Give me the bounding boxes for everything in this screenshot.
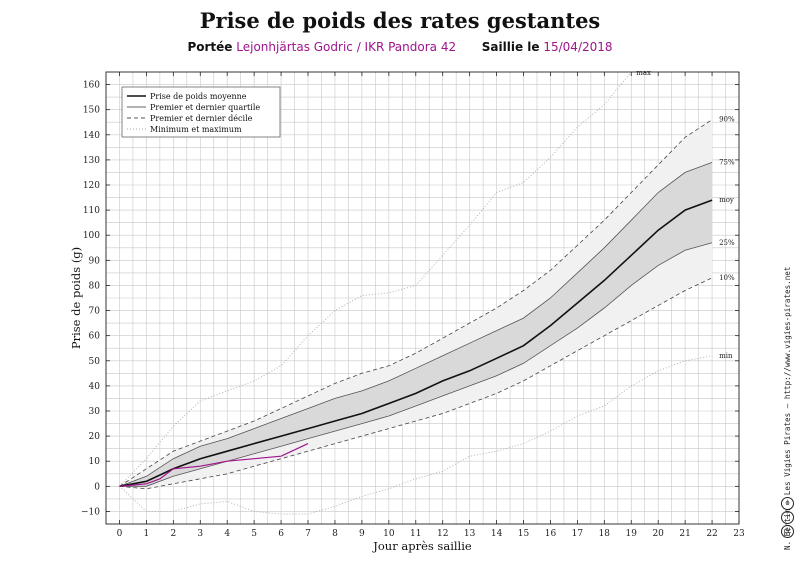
x-tick-label: 22: [706, 529, 717, 539]
x-tick-label: 15: [518, 529, 530, 539]
legend-box: [121, 86, 281, 138]
by-icon: i: [781, 511, 794, 524]
p10-line: [119, 277, 713, 490]
x-tick-label: 8: [332, 529, 338, 539]
mating-label: Saillie le: [481, 40, 540, 54]
end-label-p10: 10%: [719, 274, 735, 282]
x-tick-label: 23: [733, 529, 745, 539]
subject-line: [119, 443, 309, 487]
x-tick-label: 21: [679, 529, 690, 539]
x-tick-label: 19: [626, 529, 638, 539]
x-tick-label: 16: [545, 529, 557, 539]
y-tick-label: 70: [89, 307, 101, 317]
y-tick-label: 130: [83, 156, 100, 166]
y-tick-label: 90: [89, 256, 101, 266]
legend-label-minmax: Minimum et maximum: [150, 125, 242, 134]
x-tick-label: 2: [170, 529, 176, 539]
mating-value: 15/04/2018: [543, 40, 613, 54]
end-label-max: max: [636, 69, 651, 77]
y-tick-label: 150: [83, 106, 100, 116]
y-tick-label: 20: [89, 432, 101, 442]
legend-label-quartile: Premier et dernier quartile: [150, 103, 260, 112]
litter-label: Portée: [187, 40, 233, 54]
x-tick-label: 4: [224, 529, 230, 539]
x-tick-label: 3: [197, 529, 203, 539]
x-tick-label: 20: [652, 529, 664, 539]
legend: Prise de poids moyenne Premier et dernier…: [121, 86, 281, 138]
x-tick-label: 7: [305, 529, 311, 539]
end-label-p75: 75%: [719, 158, 735, 166]
x-tick-label: 0: [117, 529, 123, 539]
y-tick-label: 80: [89, 281, 101, 291]
chart-subtitle: Portée Lejonhjärtas Godric / IKR Pandora…: [0, 40, 800, 54]
y-tick-label: 100: [83, 231, 100, 241]
y-tick-label: 60: [89, 332, 101, 342]
tick-labels: 0 1 2 3 4 5 6 7 8 9 10 11 12 13 14 15 16 17 18 19 20 21 22 23−1…: [81, 72, 745, 539]
y-axis-label: Prise de poids (g): [69, 247, 83, 349]
y-tick-label: −10: [81, 507, 100, 517]
end-label-min: min: [719, 352, 733, 360]
p90-line: [119, 119, 713, 487]
y-tick-label: 140: [83, 131, 100, 141]
y-tick-label: 160: [83, 81, 100, 91]
x-tick-label: 13: [464, 529, 476, 539]
y-tick-label: 40: [89, 382, 101, 392]
plot-content: [119, 72, 713, 515]
legend-label-decile: Premier et dernier décile: [150, 114, 253, 123]
x-tick-label: 18: [599, 529, 611, 539]
p25-line: [119, 242, 713, 487]
x-tick-label: 14: [491, 529, 503, 539]
x-tick-label: 11: [410, 529, 421, 539]
x-tick-label: 17: [572, 529, 584, 539]
x-tick-label: 5: [251, 529, 257, 539]
end-label-p90: 90%: [719, 116, 735, 124]
x-tick-label: 6: [278, 529, 284, 539]
y-tick-label: 120: [83, 181, 100, 191]
legend-label-mean: Prise de poids moyenne: [150, 92, 247, 101]
end-label-p25: 25%: [719, 239, 735, 247]
x-tick-label: 9: [359, 529, 365, 539]
cc-icon: cc: [781, 525, 794, 538]
x-axis-label: Jour après saillie: [372, 539, 472, 553]
end-label-mean: moy: [719, 196, 734, 204]
chart-title: Prise de poids des rates gestantes: [199, 8, 601, 33]
share-alike-icon: o: [781, 497, 794, 510]
y-tick-label: 0: [94, 482, 100, 492]
y-tick-label: 10: [89, 457, 101, 467]
y-tick-label: 30: [89, 407, 101, 417]
y-tick-label: 110: [83, 206, 100, 216]
litter-value: Lejonhjärtas Godric / IKR Pandora 42: [236, 40, 457, 54]
x-tick-label: 1: [144, 529, 150, 539]
x-tick-label: 10: [383, 529, 395, 539]
mean-line: [119, 199, 713, 488]
plot-frame: [105, 71, 740, 525]
x-tick-label: 12: [437, 529, 448, 539]
y-tick-label: 50: [89, 357, 101, 367]
max-line: [119, 72, 632, 487]
p75-line: [119, 162, 713, 487]
